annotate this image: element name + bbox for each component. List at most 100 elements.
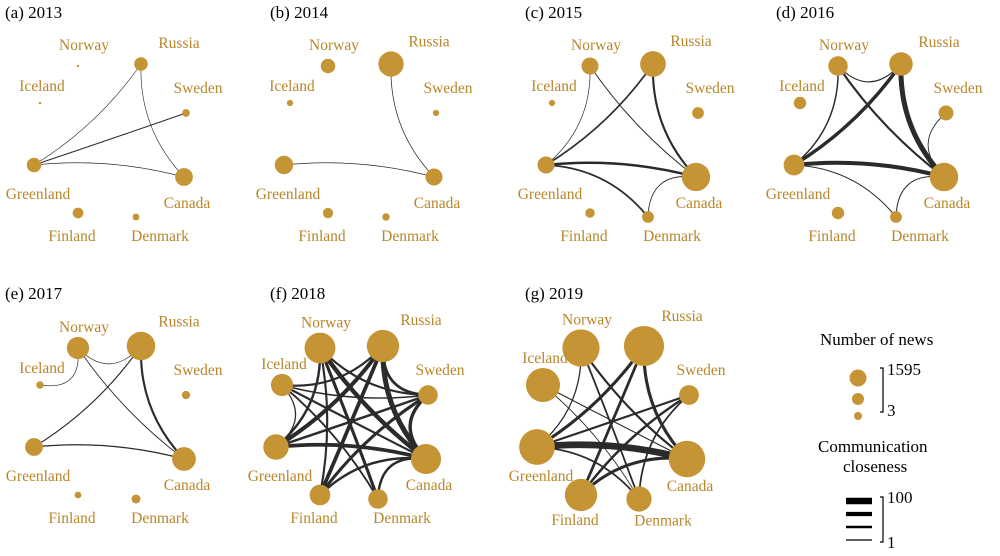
node-finland	[831, 206, 845, 220]
node-finland	[309, 484, 331, 506]
edge-sweden-finland	[579, 393, 691, 497]
edge-greenland-russia	[545, 63, 654, 166]
node-finland	[585, 208, 595, 218]
node-canada	[425, 168, 443, 186]
node-label-greenland: Greenland	[248, 468, 313, 485]
edge-finland-sweden	[318, 393, 430, 497]
node-label-norway: Norway	[309, 37, 359, 54]
node-norway	[828, 56, 848, 76]
node-sweden	[418, 385, 438, 405]
node-iceland	[525, 367, 561, 403]
edge-norway-canada	[836, 64, 946, 179]
node-label-sweden: Sweden	[685, 80, 734, 97]
panel-title: (d) 2016	[776, 3, 834, 22]
node-label-finland: Finland	[48, 510, 96, 527]
node-label-canada: Canada	[924, 195, 971, 212]
edge-greenland-sweden	[274, 393, 430, 449]
node-canada	[175, 168, 193, 186]
node-iceland	[270, 373, 294, 397]
node-label-finland: Finland	[551, 512, 599, 529]
node-canada	[681, 162, 711, 192]
panel-0: (a) 2013 Norway Russia Iceland Sweden Greenla…	[5, 3, 223, 245]
node-label-russia: Russia	[661, 308, 702, 325]
panel-title: (b) 2014	[270, 3, 329, 22]
node-label-sweden: Sweden	[415, 362, 464, 379]
edge-greenland-canada	[283, 162, 435, 178]
node-label-canada: Canada	[414, 195, 461, 212]
node-label-russia: Russia	[918, 34, 959, 51]
legend-size-bracket	[880, 367, 884, 413]
edge-russia-canada	[140, 63, 185, 178]
edge-iceland-denmark	[281, 384, 379, 500]
node-label-iceland: Iceland	[531, 78, 577, 95]
node-label-greenland: Greenland	[6, 468, 71, 485]
node-denmark	[368, 489, 388, 509]
node-label-russia: Russia	[408, 33, 449, 50]
legend-size-max: 1595	[887, 360, 921, 379]
edge-greenland-russia	[792, 62, 903, 167]
node-label-greenland: Greenland	[256, 186, 321, 203]
edge-greenland-denmark	[793, 164, 897, 218]
node-norway	[76, 64, 80, 68]
node-label-norway: Norway	[562, 311, 612, 328]
edge-greenland-denmark	[545, 164, 649, 218]
node-label-finland: Finland	[808, 228, 856, 245]
edge-greenland-russia	[33, 345, 142, 448]
node-label-sweden: Sweden	[423, 80, 472, 97]
node-label-iceland: Iceland	[522, 350, 568, 367]
node-label-denmark: Denmark	[891, 228, 949, 245]
node-label-iceland: Iceland	[19, 78, 65, 95]
node-russia	[889, 52, 913, 76]
node-norway	[562, 329, 600, 367]
edge-russia-canada	[898, 61, 947, 180]
node-canada	[668, 440, 706, 478]
edge-russia-greenland	[273, 343, 386, 450]
node-sweden	[692, 107, 704, 119]
node-denmark	[626, 486, 652, 512]
legend-size-circle	[852, 393, 864, 405]
panel-2: (c) 2015 Norway Russia Iceland Sweden Greenla…	[518, 3, 735, 245]
legend-closeness-max: 100	[887, 488, 913, 507]
node-label-greenland: Greenland	[518, 186, 583, 203]
node-canada	[929, 162, 959, 192]
node-label-denmark: Denmark	[131, 510, 189, 527]
node-label-canada: Canada	[406, 477, 453, 494]
node-label-finland: Finland	[298, 228, 346, 245]
panel-6: (g) 2019 Norway Russia Iceland Sweden Greenla…	[509, 284, 726, 530]
edge-greenland-sweden	[33, 112, 187, 166]
edge-greenland-russia	[33, 63, 142, 166]
node-label-sweden: Sweden	[173, 80, 222, 97]
panel-title: (a) 2013	[5, 3, 62, 22]
node-sweden	[938, 105, 954, 121]
node-russia	[640, 51, 666, 77]
node-label-iceland: Iceland	[19, 360, 65, 377]
node-greenland	[274, 155, 294, 175]
node-iceland	[38, 101, 42, 105]
node-label-iceland: Iceland	[269, 78, 315, 95]
node-denmark	[131, 494, 141, 504]
node-label-iceland: Iceland	[779, 78, 825, 95]
node-label-greenland: Greenland	[509, 468, 574, 485]
legend-size-min: 3	[887, 401, 896, 420]
edge-norway-greenland	[545, 65, 591, 166]
legend-closeness-bracket	[880, 496, 884, 543]
node-label-greenland: Greenland	[766, 186, 831, 203]
node-russia	[134, 57, 148, 71]
node-greenland	[519, 429, 555, 465]
edge-russia-canada	[651, 62, 698, 179]
legend-size-circle	[854, 412, 862, 420]
node-label-norway: Norway	[571, 37, 621, 54]
node-label-sweden: Sweden	[173, 362, 222, 379]
node-denmark	[890, 211, 902, 223]
panel-title: (f) 2018	[270, 284, 325, 303]
node-label-canada: Canada	[164, 477, 211, 494]
node-label-canada: Canada	[164, 195, 211, 212]
node-label-norway: Norway	[59, 319, 109, 336]
edge-greenland-canada	[274, 442, 428, 461]
node-label-denmark: Denmark	[131, 228, 189, 245]
legend-closeness-title-2: closeness	[843, 457, 907, 476]
node-label-canada: Canada	[676, 195, 723, 212]
edge-greenland-canada	[33, 162, 185, 178]
panel-5: (f) 2018 Norway Russia Iceland Sweden Greenla…	[248, 284, 465, 527]
